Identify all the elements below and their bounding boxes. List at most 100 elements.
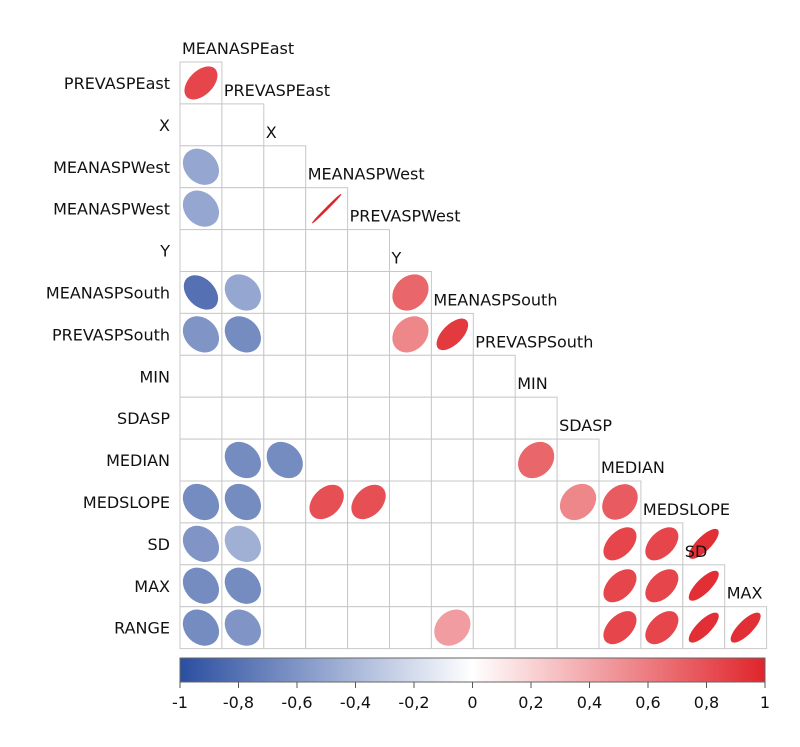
matrix-cell: [347, 438, 391, 482]
matrix-cell: [514, 564, 558, 608]
diagonal-label: MEANASPEast: [182, 39, 294, 58]
colorbar-tick-label: 0: [467, 693, 477, 712]
diagonal-label: SD: [685, 542, 707, 561]
correlation-ellipse: [182, 148, 220, 185]
matrix-cell: [221, 229, 265, 273]
row-label: SDASP: [117, 409, 170, 428]
colorbar-tick-label: -0,6: [281, 693, 312, 712]
correlation-ellipse: [392, 316, 429, 353]
correlation-ellipse: [224, 441, 261, 479]
matrix-cell: [305, 271, 349, 314]
row-label: X: [159, 116, 170, 135]
matrix-cell: [263, 312, 307, 356]
matrix-cell: [347, 271, 391, 314]
row-label: MEANASPWest: [53, 158, 170, 177]
matrix-cell: [263, 354, 307, 398]
matrix-cell: [263, 145, 307, 189]
matrix-cell: [389, 354, 432, 398]
diagonal-label: MIN: [517, 374, 548, 393]
matrix-cell: [263, 229, 307, 273]
matrix-cell: [389, 522, 432, 566]
colorbar-tick-label: 0,2: [518, 693, 543, 712]
diagonal-label: MEDIAN: [601, 458, 665, 477]
matrix-cell: [514, 522, 558, 566]
matrix-cell: [221, 103, 265, 147]
matrix-cell: [472, 522, 516, 566]
correlation-ellipse: [436, 318, 469, 351]
correlation-ellipse: [688, 570, 719, 601]
matrix-cell: [305, 229, 349, 273]
row-label: MEDSLOPE: [83, 493, 170, 512]
matrix-cell: [430, 480, 474, 524]
matrix-cell: [347, 354, 391, 398]
row-label: SD: [148, 535, 170, 554]
correlation-ellipse: [183, 275, 219, 310]
row-label: PREVASPSouth: [52, 325, 170, 344]
colorbar-tick-label: -1: [172, 693, 188, 712]
row-label: MEANASPSouth: [46, 283, 170, 302]
colorbar-tick-label: -0,4: [340, 693, 371, 712]
matrix-cell: [347, 606, 391, 650]
matrix-cell: [430, 564, 474, 608]
matrix-cell: [263, 271, 307, 314]
matrix-cell: [347, 312, 391, 356]
matrix-cell: [389, 564, 432, 608]
matrix-cell: [514, 480, 558, 524]
matrix-cell: [305, 396, 349, 440]
colorbar-tick-label: 1: [760, 693, 770, 712]
correlation-ellipse: [603, 527, 637, 561]
row-label: MEANASPWest: [53, 200, 170, 219]
matrix-cell: [347, 522, 391, 566]
correlation-ellipse: [182, 190, 220, 227]
correlation-ellipse: [311, 193, 342, 224]
matrix-cell: [179, 396, 223, 440]
matrix-cell: [472, 438, 516, 482]
matrix-cell: [556, 522, 600, 566]
correlation-ellipse: [602, 484, 638, 520]
correlation-ellipse: [688, 612, 719, 643]
correlation-ellipse: [224, 483, 261, 521]
matrix-cell: [556, 438, 600, 482]
colorbar-gradient: [179, 657, 766, 683]
correlation-ellipse: [224, 274, 261, 311]
diagonal-label: X: [266, 123, 277, 142]
correlation-ellipse: [182, 525, 220, 562]
correlation-ellipse: [603, 569, 637, 603]
matrix-cell: [221, 396, 265, 440]
colorbar-tick-label: -0,2: [398, 693, 429, 712]
matrix-cell: [347, 396, 391, 440]
correlation-ellipse: [224, 609, 261, 646]
correlation-ellipse: [224, 525, 261, 562]
matrix-grid: [179, 61, 768, 650]
diagonal-labels: MEANASPEast PREVASPEast X MEANASPWest PREVAS…: [182, 39, 762, 603]
matrix-cell: [305, 522, 349, 566]
matrix-cell: [263, 187, 307, 231]
matrix-cell: [347, 564, 391, 608]
matrix-cell: [305, 564, 349, 608]
row-label: PREVASPEast: [64, 74, 170, 93]
colorbar-tick-label: 0,6: [635, 693, 660, 712]
row-label: Y: [159, 242, 170, 261]
diagonal-label: PREVASPSouth: [475, 332, 593, 351]
matrix-cell: [221, 354, 265, 398]
row-label: RANGE: [114, 619, 170, 638]
correlation-ellipse: [309, 484, 344, 520]
correlation-ellipse: [559, 483, 597, 521]
matrix-cell: [389, 480, 432, 524]
correlation-ellipse: [645, 527, 679, 561]
matrix-cell: [556, 606, 600, 650]
matrix-cell: [221, 187, 265, 231]
correlation-ellipse: [266, 441, 303, 479]
matrix-cell: [472, 564, 516, 608]
row-label: MAX: [134, 577, 170, 596]
correlation-ellipse: [182, 316, 220, 353]
matrix-cell: [305, 312, 349, 356]
matrix-cell: [472, 480, 516, 524]
diagonal-label: Y: [391, 249, 402, 268]
matrix-cell: [472, 606, 516, 650]
correlation-ellipse: [434, 609, 471, 646]
correlation-ellipse: [392, 274, 429, 311]
matrix-cell: [263, 396, 307, 440]
correlation-ellipse: [351, 484, 386, 520]
